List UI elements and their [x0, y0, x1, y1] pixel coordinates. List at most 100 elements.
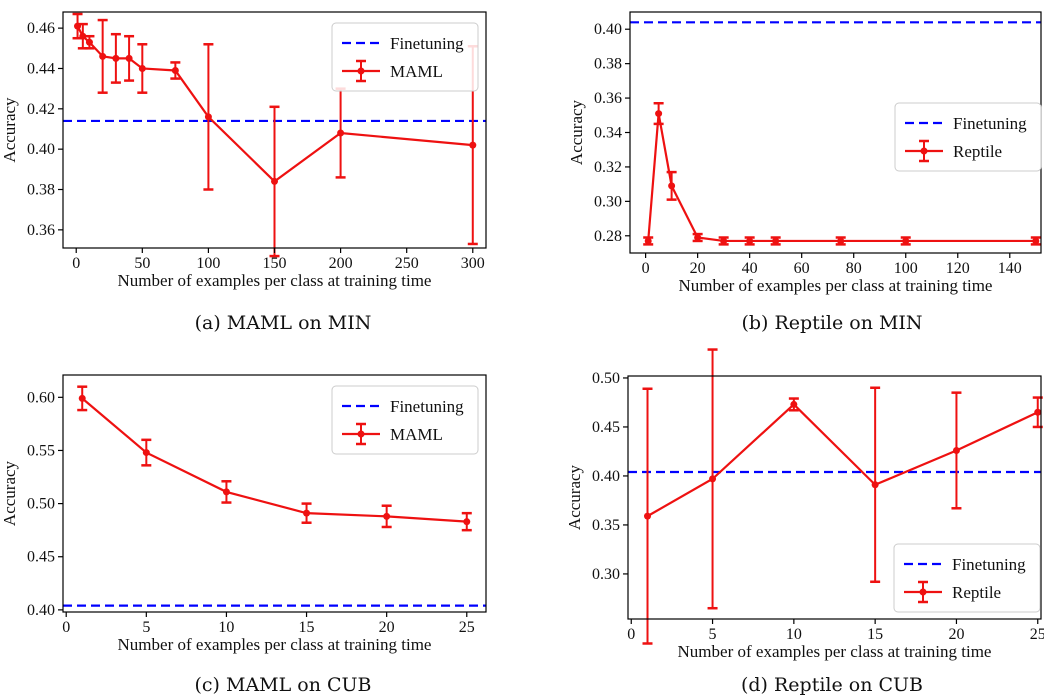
- data-point: [78, 394, 86, 402]
- axes-frame: [627, 375, 1042, 620]
- y-tick-label: 0.40: [27, 602, 55, 619]
- data-point: [469, 141, 477, 149]
- plot-c: 0 5 10 15 20 25 0.40 0.45 0.50 0.55 0.60 Number of …: [0, 374, 487, 654]
- x-axis-label: Number of examples per class at training…: [679, 276, 993, 295]
- y-tick-label: 0.50: [592, 370, 620, 387]
- legend-finetuning-label: Finetuning: [390, 397, 464, 416]
- x-tick-label: 140: [998, 260, 1022, 277]
- data-point: [222, 488, 230, 496]
- legend: Finetuning Reptile: [894, 102, 1042, 172]
- data-point: [655, 110, 663, 118]
- x-tick-label: 0: [642, 260, 650, 277]
- series-line: [647, 113, 1036, 243]
- legend-series-label: Reptile: [952, 583, 1001, 602]
- series-line: [646, 402, 1039, 518]
- axes-frame: [62, 374, 487, 613]
- caption-b: (b) Reptile on MIN: [741, 312, 922, 334]
- y-tick-label: 0.34: [594, 125, 622, 142]
- data-point: [952, 446, 960, 454]
- legend-series-label: Reptile: [953, 142, 1002, 161]
- plot-b: 0 20 40 60 80 100 120 140 0.28 0.30 0.32 0.34 0.36 0.…: [567, 11, 1042, 295]
- data-point: [85, 38, 93, 46]
- data-point: [746, 237, 754, 245]
- x-tick-label: 250: [395, 255, 419, 272]
- legend-series-swatch: [904, 580, 942, 604]
- x-tick-label: 5: [709, 626, 717, 643]
- x-axis-label: Number of examples per class at training…: [118, 271, 432, 290]
- x-tick-label: 200: [329, 255, 353, 272]
- data-point: [1032, 237, 1040, 245]
- legend-series-swatch: [342, 59, 380, 83]
- legend-finetuning-label: Finetuning: [390, 34, 464, 53]
- legend-series-swatch: [905, 139, 943, 163]
- y-tick-label: 0.32: [594, 159, 622, 176]
- legend-finetuning-label: Finetuning: [953, 114, 1027, 133]
- y-tick-label: 0.35: [592, 517, 620, 534]
- y-tick-label: 0.40: [592, 468, 620, 485]
- legend: Finetuning MAML: [331, 385, 479, 455]
- y-axis-label: Accuracy: [0, 460, 19, 526]
- x-tick-label: 10: [786, 626, 802, 643]
- y-tick-label: 0.45: [27, 549, 55, 566]
- y-axis-label: Accuracy: [565, 464, 584, 530]
- x-tick-label: 10: [218, 619, 234, 636]
- y-tick-label: 0.50: [27, 496, 55, 513]
- y-tick-label: 0.42: [27, 101, 55, 118]
- legend: Finetuning MAML: [331, 22, 479, 92]
- data-point: [790, 400, 798, 408]
- y-tick-label: 0.36: [594, 90, 622, 107]
- panel-c: 0 5 10 15 20 25 0.40 0.45 0.50 0.55 0.60 Number of …: [0, 374, 487, 696]
- data-point: [902, 237, 910, 245]
- data-point: [1034, 408, 1042, 416]
- data-point: [720, 237, 728, 245]
- data-point: [303, 509, 311, 517]
- data-point: [125, 54, 133, 62]
- y-tick-label: 0.30: [594, 193, 622, 210]
- panel-b: 0 20 40 60 80 100 120 140 0.28 0.30 0.32 0.34 0.36 0.…: [567, 11, 1042, 334]
- x-tick-label: 0: [62, 619, 70, 636]
- data-point: [79, 32, 87, 40]
- x-tick-label: 80: [846, 260, 862, 277]
- x-tick-label: 300: [461, 255, 485, 272]
- data-point: [337, 129, 345, 137]
- data-point: [837, 237, 845, 245]
- y-tick-label: 0.28: [594, 228, 622, 245]
- y-tick-label: 0.40: [27, 141, 55, 158]
- data-point: [204, 113, 212, 121]
- y-tick-label: 0.36: [27, 222, 55, 239]
- plot-a: 0 50 100 150 200 250 300 0.36 0.38 0.40 0.42 0.44 0.…: [0, 11, 487, 290]
- x-tick-label: 20: [948, 626, 964, 643]
- x-tick-label: 25: [459, 619, 475, 636]
- legend-series-swatch: [342, 422, 380, 446]
- legend-series-label: MAML: [390, 425, 443, 444]
- data-point: [871, 481, 879, 489]
- x-tick-label: 40: [742, 260, 758, 277]
- x-tick-label: 5: [142, 619, 150, 636]
- y-axis-label: Accuracy: [567, 99, 586, 165]
- y-tick-label: 0.60: [27, 389, 55, 406]
- y-tick-label: 0.46: [27, 20, 55, 37]
- data-point: [142, 449, 150, 457]
- plot-d: 0 5 10 15 20 25 0.30 0.35 0.40 0.45 0.50 Number of …: [565, 348, 1044, 661]
- legend-series-label: MAML: [390, 62, 443, 81]
- legend: Finetuning Reptile: [893, 543, 1041, 613]
- caption-a: (a) MAML on MIN: [195, 312, 372, 334]
- x-tick-label: 15: [867, 626, 883, 643]
- x-tick-label: 120: [946, 260, 970, 277]
- y-tick-label: 0.44: [27, 60, 55, 77]
- data-point: [463, 518, 471, 526]
- x-tick-label: 0: [627, 626, 635, 643]
- panel-d: 0 5 10 15 20 25 0.30 0.35 0.40 0.45 0.50 Number of …: [565, 348, 1044, 696]
- data-point: [694, 234, 702, 242]
- y-tick-label: 0.38: [27, 182, 55, 199]
- caption-c: (c) MAML on CUB: [194, 674, 371, 696]
- caption-d: (d) Reptile on CUB: [741, 674, 923, 696]
- y-tick-label: 0.40: [594, 21, 622, 38]
- legend-finetuning-label: Finetuning: [952, 555, 1026, 574]
- data-point: [709, 475, 717, 483]
- series-line: [81, 397, 467, 523]
- data-point: [271, 177, 278, 185]
- x-tick-label: 20: [690, 260, 706, 277]
- y-tick-label: 0.38: [594, 56, 622, 73]
